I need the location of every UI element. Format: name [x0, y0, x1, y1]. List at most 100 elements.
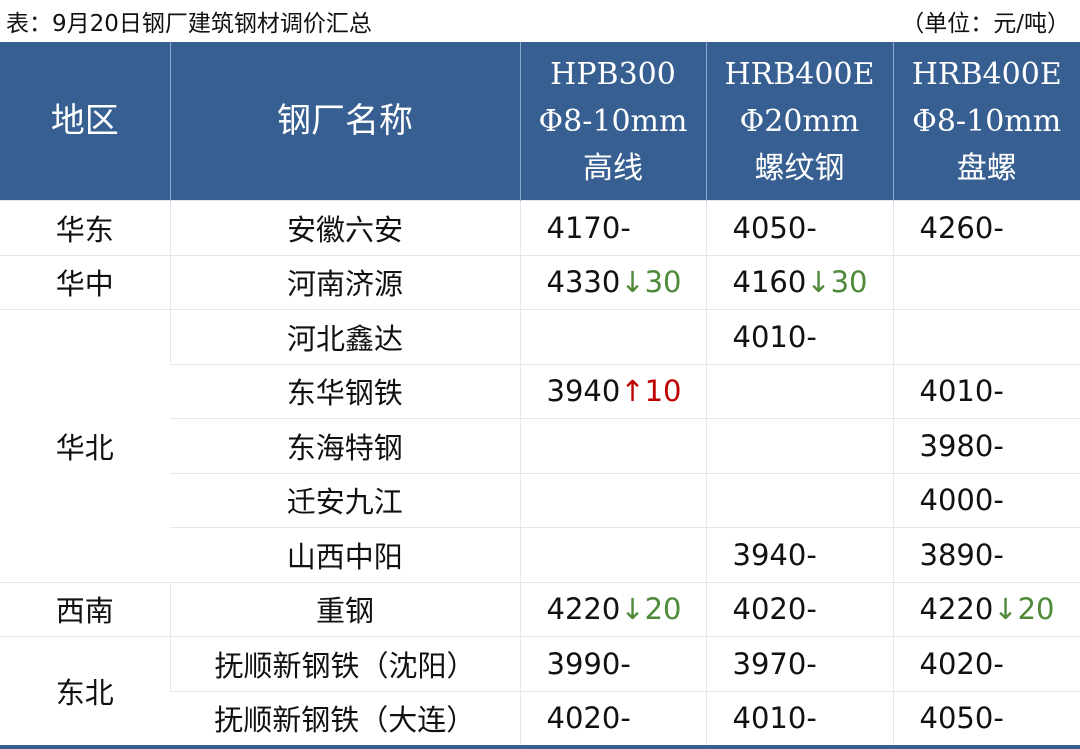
column-header: 地区	[0, 42, 170, 201]
table-title: 表：9月20日钢厂建筑钢材调价汇总	[6, 4, 372, 38]
price-cell: 3970-	[706, 637, 893, 692]
price-cell	[893, 255, 1080, 310]
price-change: -	[993, 701, 1003, 735]
price-change: -	[993, 374, 1003, 408]
price-value: 4010	[733, 320, 807, 354]
price-cell: 3980-	[893, 419, 1080, 474]
price-change: -	[993, 429, 1003, 463]
header-line: Φ8-10mm	[521, 98, 706, 145]
price-value: 4220	[920, 592, 994, 626]
mill-name-cell: 河南济源	[170, 255, 520, 310]
price-cell: 4050-	[706, 201, 893, 256]
price-cell	[520, 528, 706, 583]
header-line: Φ20mm	[707, 98, 893, 145]
price-value: 4220	[547, 592, 621, 626]
price-change: -	[620, 647, 630, 681]
price-cell	[706, 364, 893, 419]
price-value: 4160	[733, 265, 807, 299]
price-value: 4020	[547, 701, 621, 735]
header-line: 钢厂名称	[171, 98, 520, 145]
price-value: 4000	[920, 483, 994, 517]
price-cell	[520, 419, 706, 474]
price-change: ↓20	[620, 592, 681, 626]
region-cell: 华中	[0, 255, 170, 310]
price-value: 4020	[920, 647, 994, 681]
mill-name-cell: 河北鑫达	[170, 310, 520, 365]
price-change: -	[993, 211, 1003, 245]
mill-name-cell: 东华钢铁	[170, 364, 520, 419]
table-caption: 表：9月20日钢厂建筑钢材调价汇总 （单位：元/吨）	[0, 0, 1080, 42]
price-change: -	[993, 538, 1003, 572]
price-change: -	[620, 211, 630, 245]
mill-name-cell: 重钢	[170, 582, 520, 637]
price-change: -	[620, 701, 630, 735]
header-line: 地区	[0, 98, 170, 145]
price-change: ↓30	[806, 265, 867, 299]
price-cell: 4010-	[706, 310, 893, 365]
header-line: 高线	[521, 145, 706, 192]
price-change: ↓30	[620, 265, 681, 299]
price-value: 4050	[920, 701, 994, 735]
header-line: HRB400E	[707, 51, 893, 98]
header-line: 螺纹钢	[707, 145, 893, 192]
price-cell	[706, 473, 893, 528]
price-change: -	[806, 538, 816, 572]
price-value: 4010	[733, 701, 807, 735]
table-row: 东北抚顺新钢铁（沈阳）3990-3970-4020-	[0, 637, 1080, 692]
price-cell: 4260-	[893, 201, 1080, 256]
price-change: -	[993, 483, 1003, 517]
price-value: 4170	[547, 211, 621, 245]
price-change: -	[806, 701, 816, 735]
header-line: HPB300	[521, 51, 706, 98]
price-value: 3890	[920, 538, 994, 572]
region-cell: 华东	[0, 201, 170, 256]
price-cell: 4020-	[520, 691, 706, 747]
header-line: 盘螺	[894, 145, 1080, 192]
price-cell: 4220↓20	[520, 582, 706, 637]
price-change: -	[993, 647, 1003, 681]
price-change: ↑10	[620, 374, 681, 408]
header-line: HRB400E	[894, 51, 1080, 98]
mill-name-cell: 抚顺新钢铁（大连）	[170, 691, 520, 747]
price-change: ↓20	[993, 592, 1054, 626]
price-cell: 4020-	[706, 582, 893, 637]
mill-name-cell: 抚顺新钢铁（沈阳）	[170, 637, 520, 692]
price-value: 3970	[733, 647, 807, 681]
price-value: 3940	[547, 374, 621, 408]
price-cell: 3940↑10	[520, 364, 706, 419]
price-cell: 3890-	[893, 528, 1080, 583]
price-cell	[706, 419, 893, 474]
region-cell: 东北	[0, 637, 170, 748]
header-line: Φ8-10mm	[894, 98, 1080, 145]
price-value: 3940	[733, 538, 807, 572]
region-cell: 华北	[0, 310, 170, 583]
price-value: 4050	[733, 211, 807, 245]
price-cell: 4000-	[893, 473, 1080, 528]
price-cell: 4170-	[520, 201, 706, 256]
price-value: 3990	[547, 647, 621, 681]
mill-name-cell: 东海特钢	[170, 419, 520, 474]
region-cell: 西南	[0, 582, 170, 637]
price-cell: 4010-	[706, 691, 893, 747]
price-cell: 4050-	[893, 691, 1080, 747]
price-value: 3980	[920, 429, 994, 463]
price-cell: 3990-	[520, 637, 706, 692]
price-value: 4010	[920, 374, 994, 408]
price-cell	[520, 310, 706, 365]
mill-name-cell: 山西中阳	[170, 528, 520, 583]
price-cell: 4020-	[893, 637, 1080, 692]
column-header: 钢厂名称	[170, 42, 520, 201]
price-change: -	[806, 592, 816, 626]
mill-name-cell: 安徽六安	[170, 201, 520, 256]
price-value: 4020	[733, 592, 807, 626]
price-cell: 3940-	[706, 528, 893, 583]
